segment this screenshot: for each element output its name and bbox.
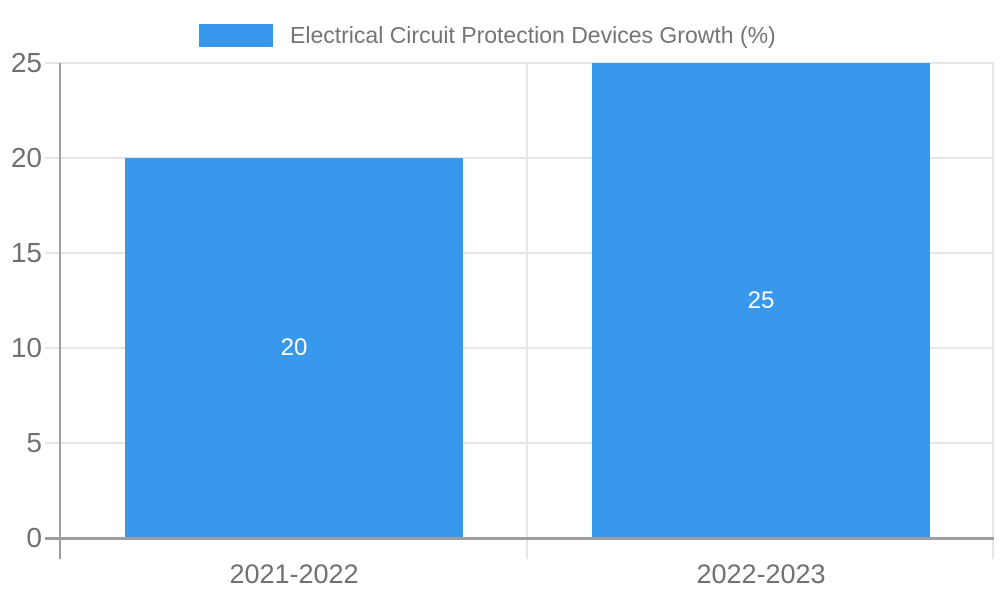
bar-value-label: 25 [747,286,775,314]
x-axis-category-label: 2021-2022 [229,559,359,589]
bar: 20 [125,158,463,538]
legend-swatch [199,24,273,47]
y-gridline [45,347,994,349]
y-gridline [45,252,994,254]
y-axis-line [59,63,61,559]
y-gridline [45,62,994,64]
x-axis-baseline [45,537,994,540]
y-axis-tick-label: 5 [26,427,42,458]
y-axis-tick-label: 25 [10,47,42,78]
x-axis-category-label: 2022-2023 [696,559,826,589]
y-gridline [45,157,994,159]
y-axis-tick-label: 20 [10,142,42,173]
y-gridline [45,442,994,444]
category-boundary-gridline [526,63,528,559]
bar-value-label: 20 [280,334,308,361]
y-axis-tick-label: 0 [26,522,42,553]
plot-right-border [992,63,994,559]
legend-label: Electrical Circuit Protection Devices Gr… [290,22,776,48]
chart-legend: Electrical Circuit Protection Devices Gr… [199,22,776,49]
y-axis-tick-label: 15 [10,237,42,268]
bar: 25 [592,63,930,538]
y-axis-tick-label: 10 [10,332,42,363]
